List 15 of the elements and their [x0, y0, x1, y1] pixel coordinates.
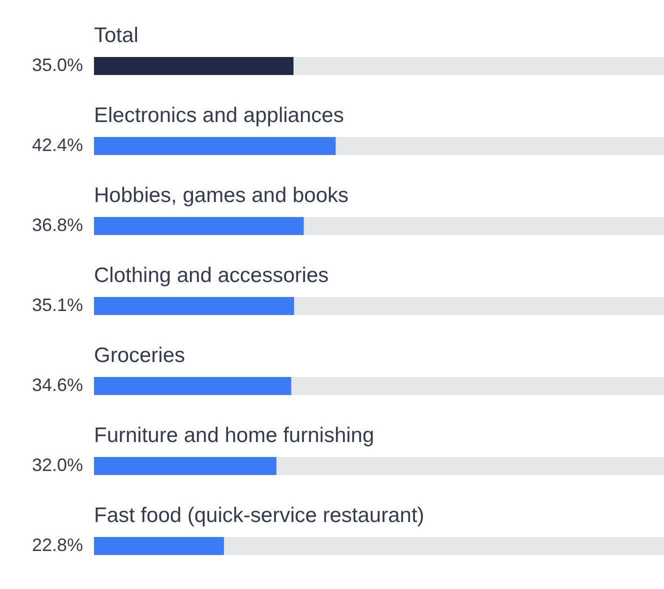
y-tick-label: Clothing and accessories	[94, 264, 329, 287]
y-tick-label: Furniture and home furnishing	[94, 424, 374, 447]
y-tick-label: Total	[94, 24, 138, 47]
bar	[94, 537, 224, 555]
y-tick-label: Hobbies, games and books	[94, 184, 348, 207]
data-label: 22.8%	[32, 535, 83, 555]
data-label: 35.0%	[32, 55, 83, 75]
data-label: 34.6%	[32, 375, 83, 395]
y-tick-label: Electronics and appliances	[94, 104, 344, 127]
data-label: 32.0%	[32, 455, 83, 475]
data-label: 35.1%	[32, 295, 83, 315]
y-tick-label: Groceries	[94, 344, 186, 367]
data-label: 42.4%	[32, 135, 83, 155]
y-tick-label: Fast food (quick-service restaurant)	[94, 504, 424, 527]
data-label: 36.8%	[32, 215, 83, 235]
